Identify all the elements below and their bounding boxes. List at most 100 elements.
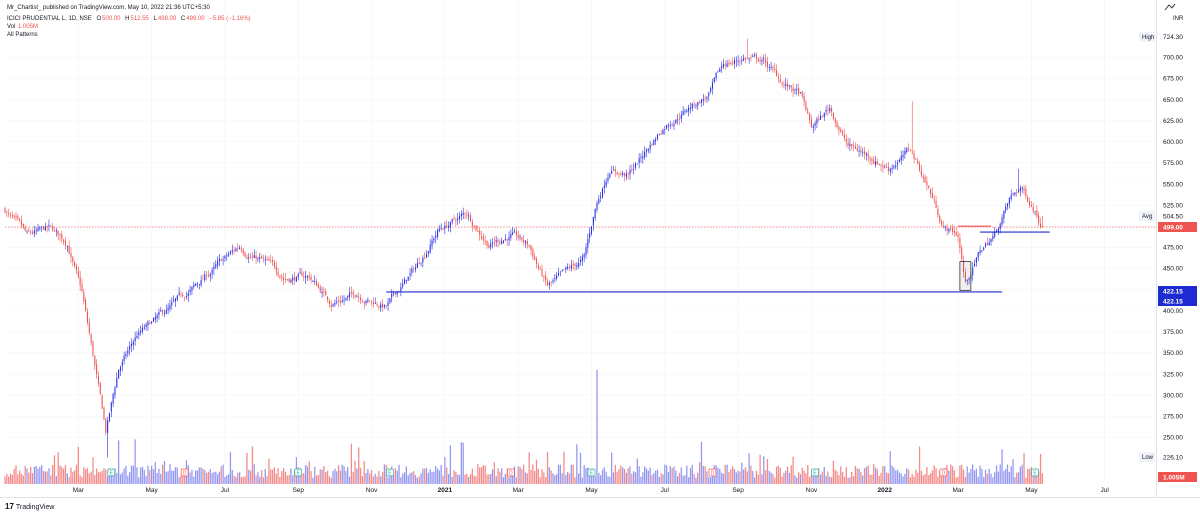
volume-bar — [411, 472, 413, 484]
volume-bar — [191, 470, 193, 484]
candle-body — [776, 70, 778, 76]
volume-bar — [830, 477, 833, 484]
volume-bar — [422, 468, 424, 484]
candle-body — [664, 128, 666, 130]
volume-bar — [962, 469, 965, 484]
candle-body — [30, 231, 32, 233]
candle-body — [431, 240, 433, 246]
volume-bar — [570, 464, 572, 484]
volume-bar — [523, 464, 525, 484]
candle-body — [519, 236, 521, 238]
candle-body — [147, 321, 149, 326]
volume-bar — [57, 452, 59, 484]
volume-bar — [920, 470, 923, 484]
volume-bar — [97, 472, 100, 484]
volume-bar — [1006, 464, 1009, 484]
volume-bar — [9, 473, 12, 484]
candle-body — [765, 59, 767, 64]
candle-body — [1012, 193, 1014, 195]
candle-body — [469, 214, 472, 222]
candle-body — [631, 169, 633, 171]
volume-bar — [152, 469, 155, 484]
candle-body — [180, 293, 182, 295]
candle-body — [251, 257, 253, 259]
volume-bar — [361, 476, 364, 484]
currency-label[interactable]: INR — [1173, 16, 1184, 22]
volume-bar — [616, 471, 618, 484]
candle-body — [1014, 192, 1016, 195]
candle-body — [968, 278, 970, 281]
tradingview-logo[interactable]: 17 TradingView — [5, 502, 54, 511]
candle-body — [713, 77, 715, 83]
volume-bar — [262, 477, 265, 484]
high-price-label-bg — [1158, 31, 1197, 42]
volume-bar — [955, 477, 957, 484]
x-tick-label: Mar — [513, 487, 525, 494]
candle-body — [196, 283, 198, 285]
low-tag: Low — [1139, 452, 1155, 462]
candle-body — [1034, 211, 1036, 212]
volume-bar — [290, 468, 292, 484]
candle-body — [876, 161, 878, 165]
volume-bar — [271, 469, 274, 484]
candle-body — [979, 250, 981, 254]
volume-bar — [394, 468, 397, 484]
candle-body — [319, 287, 321, 293]
candle-body — [893, 166, 895, 168]
volume-bar — [83, 467, 85, 484]
volume-bar — [238, 472, 241, 484]
volume-bar — [794, 475, 796, 484]
volume-bar — [858, 468, 860, 484]
candle-body — [457, 218, 459, 220]
candle-body — [702, 99, 704, 101]
volume-bar — [869, 474, 871, 484]
candle-body — [625, 173, 627, 177]
volume-bar — [491, 469, 494, 484]
volume-bar — [673, 466, 675, 484]
candle-body — [528, 245, 530, 247]
candle-body — [103, 407, 105, 420]
volume-bar — [50, 475, 52, 484]
volume-bar — [139, 467, 142, 484]
volume-bar — [994, 472, 996, 484]
candle-body — [633, 168, 635, 170]
volume-bar — [838, 475, 840, 484]
symbol-title[interactable]: ICICI PRUDENTIAL L, 1D, NSE — [7, 16, 92, 22]
price-scale-icon[interactable] — [1164, 3, 1176, 11]
volume-bar — [1036, 474, 1038, 484]
price-axis-separator — [1156, 0, 1157, 497]
volume-bar — [116, 472, 118, 484]
candle-body — [821, 116, 823, 118]
candle-body — [548, 283, 550, 285]
volume-bar — [176, 467, 178, 484]
volume-bar — [535, 459, 538, 484]
volume-bar — [742, 469, 745, 484]
volume-bar — [658, 476, 660, 484]
volume-bar — [330, 477, 332, 484]
candle-body — [354, 295, 356, 297]
volume-bar — [466, 473, 468, 484]
candle-body — [777, 76, 779, 79]
volume-bar — [345, 471, 347, 484]
candle-body — [950, 228, 952, 230]
candle-body — [843, 134, 845, 139]
candle-body — [101, 395, 103, 409]
volume-bar — [997, 471, 1000, 484]
volume-bar — [369, 473, 371, 484]
event-marker-label: E — [813, 471, 817, 477]
volume-bar — [114, 468, 116, 484]
volume-bar — [550, 470, 552, 484]
volume-bar — [852, 476, 855, 484]
volume-bar — [414, 475, 417, 484]
candle-body — [338, 300, 340, 302]
price-chart[interactable]: E D E E D E D E D E Mar May Jul Sep Nov 2021 Mar May Jul Se… — [0, 0, 1200, 497]
candle-body — [942, 225, 944, 228]
study-label[interactable]: All Patterns — [7, 32, 38, 38]
volume-bar — [774, 477, 776, 484]
candle-body — [129, 346, 131, 350]
candle-body — [118, 369, 120, 379]
candle-body — [308, 276, 310, 278]
candle-body — [939, 215, 941, 222]
volume-bar — [74, 470, 76, 484]
volume-bar — [1014, 477, 1016, 484]
